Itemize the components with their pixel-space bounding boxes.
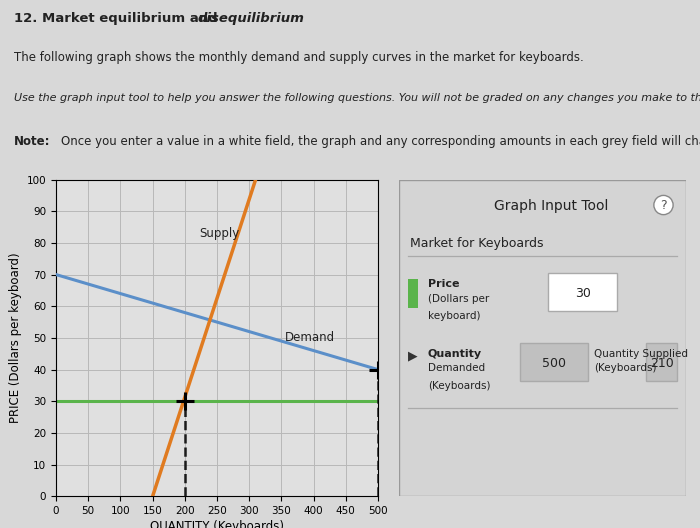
Text: 500: 500 xyxy=(542,357,566,370)
X-axis label: QUANTITY (Keyboards): QUANTITY (Keyboards) xyxy=(150,520,284,528)
Text: (Keyboards): (Keyboards) xyxy=(428,381,490,391)
Text: Supply: Supply xyxy=(199,227,239,240)
Y-axis label: PRICE (Dollars per keyboard): PRICE (Dollars per keyboard) xyxy=(10,252,22,423)
Text: Demanded: Demanded xyxy=(428,363,485,373)
Text: Quantity Supplied: Quantity Supplied xyxy=(594,349,688,359)
Text: ?: ? xyxy=(660,199,667,212)
Text: Graph Input Tool: Graph Input Tool xyxy=(494,199,608,213)
Text: (Keyboards): (Keyboards) xyxy=(594,363,657,373)
Bar xyxy=(519,343,589,381)
Bar xyxy=(407,279,418,308)
Text: (Dollars per: (Dollars per xyxy=(428,294,489,304)
Text: ▶: ▶ xyxy=(407,349,417,362)
Text: Once you enter a value in a white field, the graph and any corresponding amounts: Once you enter a value in a white field,… xyxy=(61,135,700,148)
Text: Use the graph input tool to help you answer the following questions. You will no: Use the graph input tool to help you ans… xyxy=(14,93,700,103)
Text: The following graph shows the monthly demand and supply curves in the market for: The following graph shows the monthly de… xyxy=(14,51,584,64)
Text: 210: 210 xyxy=(650,357,673,370)
Text: Demand: Demand xyxy=(285,331,335,344)
Bar xyxy=(548,273,617,311)
Text: disequilibrium: disequilibrium xyxy=(197,12,304,25)
Text: Market for Keyboards: Market for Keyboards xyxy=(410,237,544,250)
Text: Price: Price xyxy=(428,279,459,289)
Text: Note:: Note: xyxy=(14,135,50,148)
Text: 12. Market equilibrium and: 12. Market equilibrium and xyxy=(14,12,223,25)
Text: Quantity: Quantity xyxy=(428,349,482,359)
Text: 30: 30 xyxy=(575,287,591,300)
Text: keyboard): keyboard) xyxy=(428,311,480,321)
Bar xyxy=(646,343,678,381)
